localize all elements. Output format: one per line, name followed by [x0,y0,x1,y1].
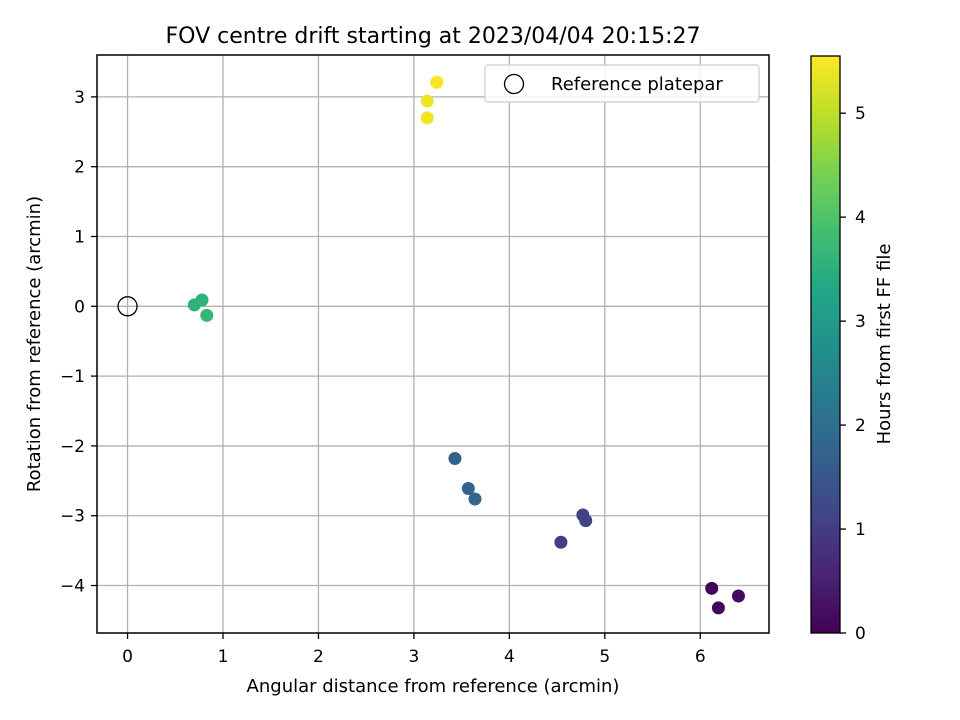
data-point [554,535,568,549]
data-point [705,581,719,595]
data-point [468,492,482,506]
x-axis-ticks: 0 1 2 3 4 5 6 [122,633,706,667]
colorbar-tick-label: 1 [855,520,866,540]
x-tick-label: 5 [599,647,610,667]
x-tick-label: 3 [408,647,419,667]
y-axis-ticks: −4 −3 −2 −1 0 1 2 3 [60,88,97,597]
legend-marker-open-circle [503,73,525,95]
y-axis-label: Rotation from reference (arcmin) [24,196,45,492]
data-point [195,293,209,307]
colorbar-tick-label: 3 [855,312,866,332]
legend-box [484,64,760,103]
y-tick-label: −4 [60,577,85,597]
data-point [420,111,434,125]
plot-frame [96,54,770,634]
y-tick-label: 3 [74,88,85,108]
colorbar-frame [810,55,841,634]
colorbar-tick-label: 2 [855,416,866,436]
data-point [731,589,745,603]
y-tick-label: −1 [60,367,85,387]
legend: Reference platepar [484,64,760,103]
x-tick-label: 6 [695,647,706,667]
y-tick-label: 2 [74,158,85,178]
colorbar: 0 1 2 3 4 5 Hours from first FF file [810,55,895,644]
colorbar-ticks: 0 1 2 3 4 5 [840,104,866,644]
grid-lines [97,55,769,633]
data-point [430,75,444,89]
data-point [461,482,475,495]
legend-label-reference-platepar: Reference platepar [551,74,723,95]
colorbar-tick-label: 0 [855,624,866,644]
x-axis-label: Angular distance from reference (arcmin) [247,676,620,697]
colorbar-gradient [811,56,840,633]
x-tick-label: 0 [122,647,133,667]
data-points [187,75,745,615]
y-tick-label: 1 [74,227,85,247]
data-point [420,94,434,108]
y-tick-label: −3 [60,507,85,527]
reference-platepar-marker [117,296,138,317]
data-point [200,308,214,322]
reference-marker-layer [117,296,138,317]
colorbar-label: Hours from first FF file [874,244,895,445]
y-tick-label: 0 [74,297,85,317]
data-point [448,451,462,465]
y-tick-label: −2 [60,437,85,457]
colorbar-tick-label: 5 [855,104,866,124]
data-point [579,514,593,528]
x-tick-label: 4 [504,647,515,667]
data-point [711,601,725,615]
x-tick-label: 1 [218,647,229,667]
chart-title: FOV centre drift starting at 2023/04/04 … [166,24,701,49]
x-tick-label: 2 [313,647,324,667]
colorbar-tick-label: 4 [855,208,866,228]
